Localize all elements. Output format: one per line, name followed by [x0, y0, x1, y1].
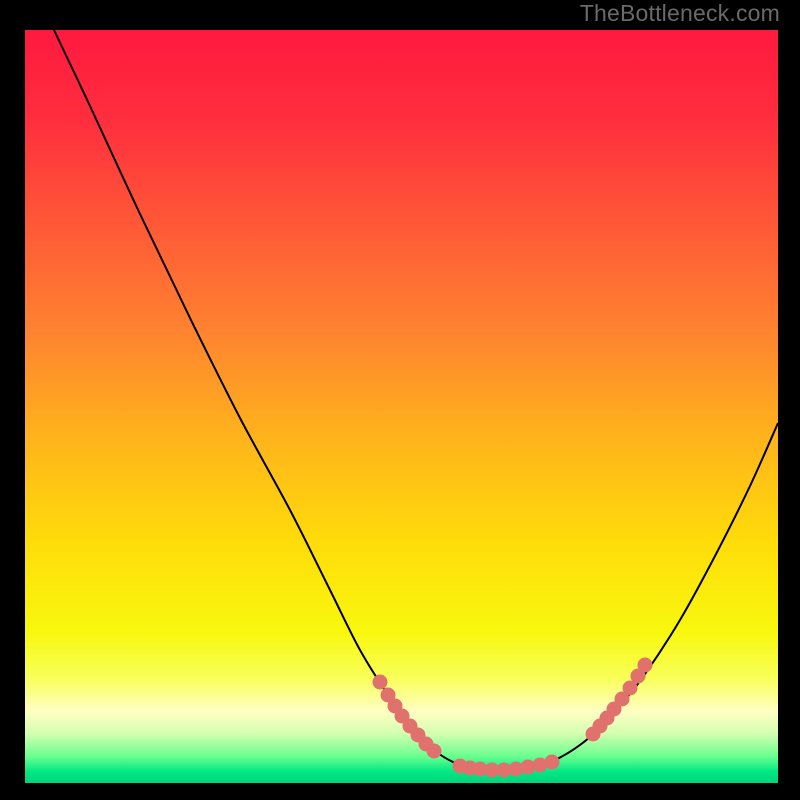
marker-dot	[427, 744, 442, 759]
watermark-text: TheBottleneck.com	[580, 0, 780, 27]
plot-background	[25, 30, 778, 783]
marker-dot	[373, 675, 388, 690]
marker-dot	[638, 658, 653, 673]
chart-frame: TheBottleneck.com	[0, 0, 800, 800]
bottleneck-chart	[0, 0, 800, 800]
marker-dot	[545, 755, 560, 770]
